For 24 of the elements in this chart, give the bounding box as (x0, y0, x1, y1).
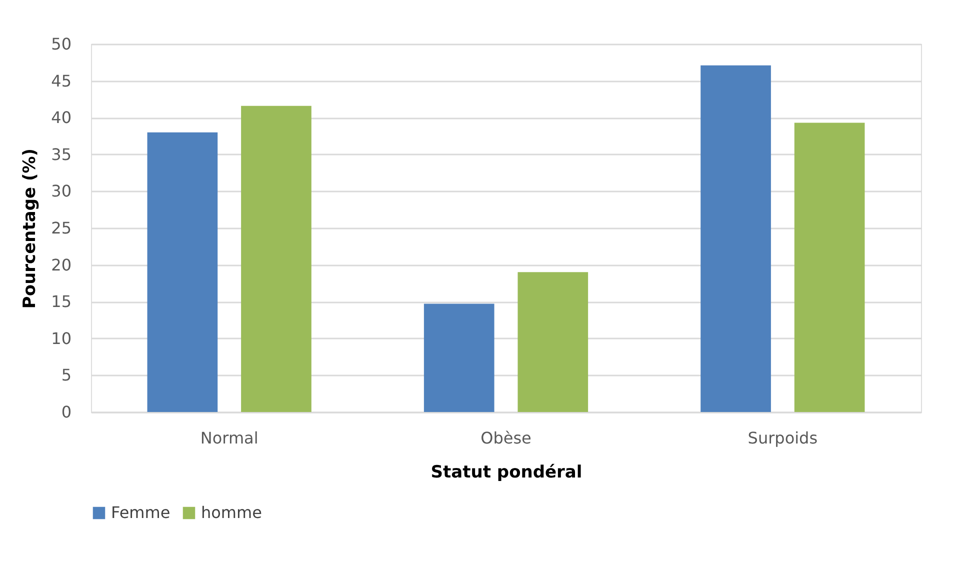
legend-label: homme (201, 503, 262, 522)
y-tick-label: 10 (51, 328, 72, 348)
y-tick-label: 45 (51, 71, 72, 90)
bar (518, 272, 588, 412)
bar (147, 132, 218, 412)
x-tick-label: Obèse (480, 428, 532, 448)
y-tick-label: 40 (51, 108, 72, 128)
bar (794, 122, 865, 412)
y-tick-label: 20 (51, 255, 72, 274)
bar (700, 65, 771, 412)
bar (241, 106, 312, 412)
x-axis-title: Statut pondéral (430, 462, 582, 482)
y-tick-label: 25 (51, 218, 72, 238)
y-tick-label: 50 (51, 34, 72, 54)
y-tick-label: 30 (51, 182, 72, 201)
y-tick-label: 35 (51, 144, 72, 164)
y-tick-label: 15 (51, 292, 72, 312)
y-axis-title: Pourcentage (%) (20, 148, 40, 309)
y-tick-label: 0 (61, 402, 72, 422)
legend-label: Femme (111, 503, 170, 522)
x-tick-label: Surpoids (748, 428, 818, 448)
bar (424, 304, 494, 412)
x-tick-label: Normal (200, 428, 258, 448)
y-tick-label: 5 (61, 366, 72, 385)
